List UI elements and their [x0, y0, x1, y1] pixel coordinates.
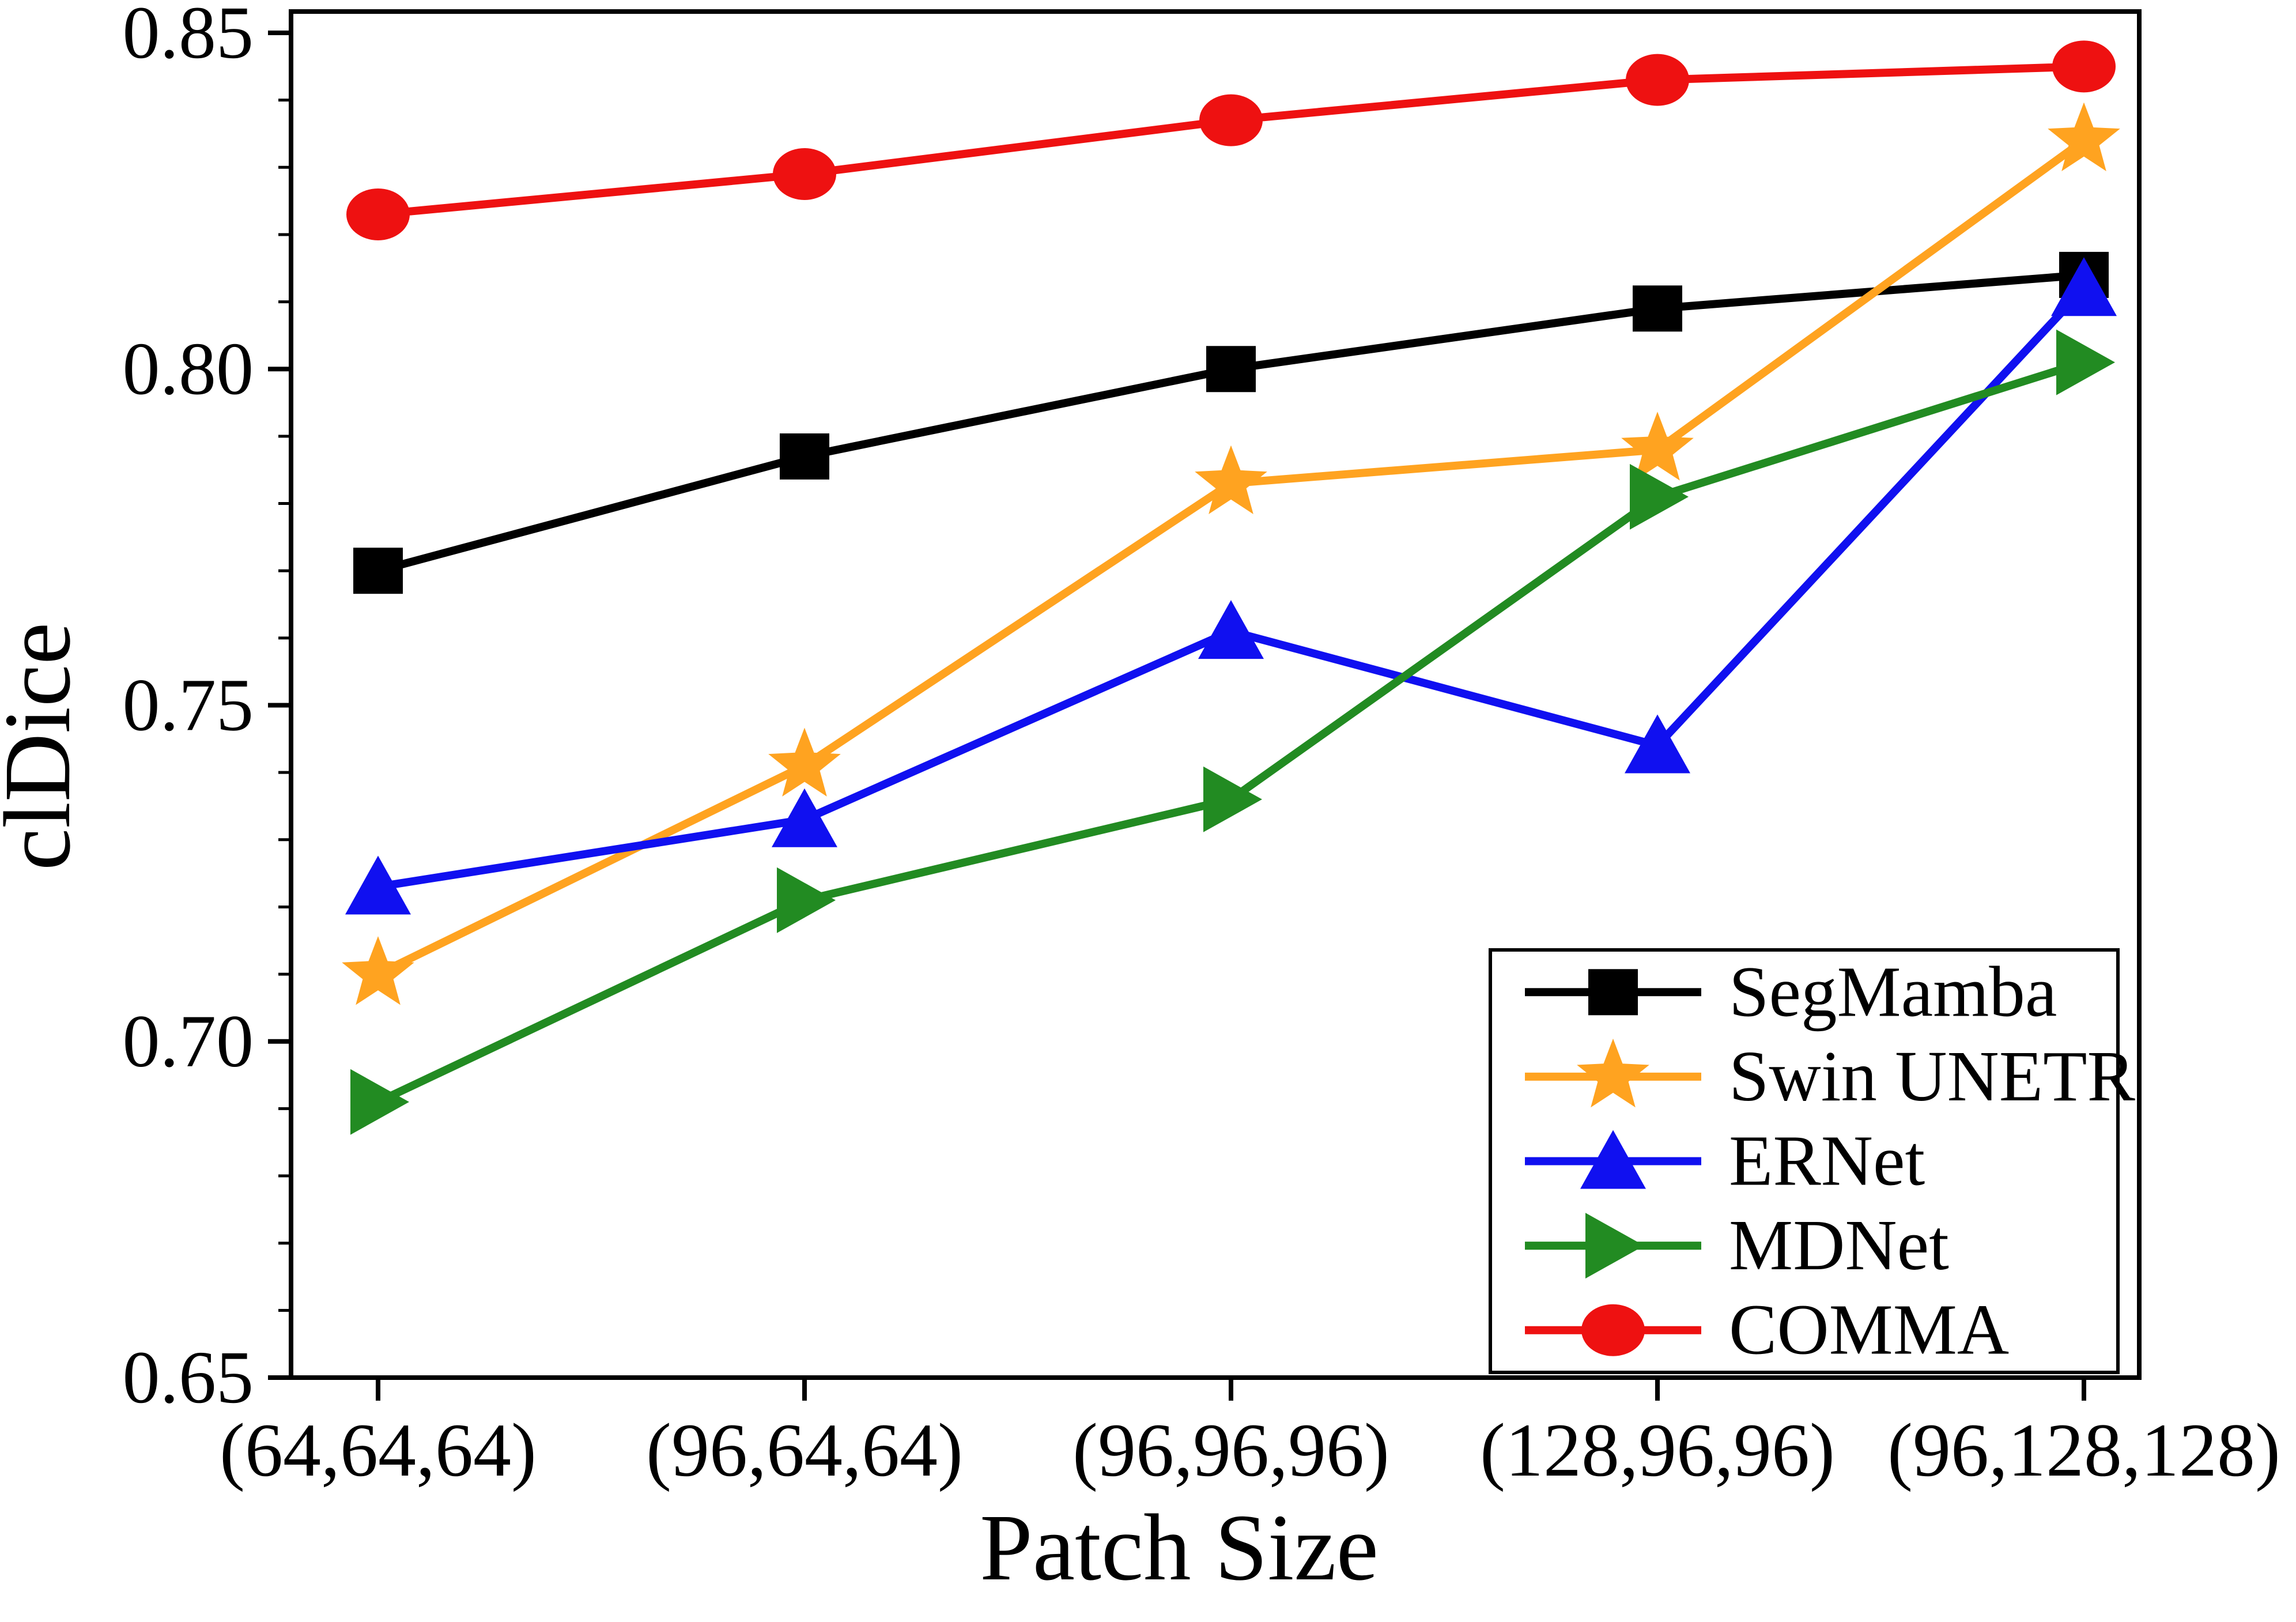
legend-label: SegMamba: [1729, 952, 2057, 1032]
y-tick-label: 0.70: [123, 1000, 254, 1083]
y-tick-label: 0.75: [123, 664, 254, 747]
marker-triangle-right: [1630, 463, 1689, 530]
marker-star: [768, 727, 841, 797]
marker-circle: [1199, 94, 1263, 146]
marker-star: [1195, 445, 1267, 514]
plot-border: [289, 9, 2142, 1380]
marker-triangle-up: [1625, 714, 1690, 774]
marker-triangle-right: [350, 1069, 409, 1135]
marker-circle: [1626, 54, 1689, 106]
y-tick-label: 0.85: [123, 0, 254, 74]
y-axis-title: clDice: [0, 623, 90, 871]
marker-square: [353, 548, 403, 594]
x-tick-label: (96,128,128): [1887, 1408, 2280, 1492]
marker-star: [1577, 1038, 1649, 1108]
marker-circle: [2052, 40, 2116, 93]
marker-star: [342, 936, 414, 1005]
legend-label: COMMA: [1729, 1291, 2009, 1370]
marker-triangle-right: [1585, 1213, 1644, 1279]
x-tick-label: (96,96,96): [1073, 1408, 1389, 1492]
marker-circle: [1581, 1304, 1645, 1356]
marker-square: [780, 433, 829, 480]
marker-triangle-right: [1203, 766, 1262, 832]
x-axis-title: Patch Size: [980, 1495, 1379, 1600]
marker-triangle-right: [2056, 329, 2115, 395]
marker-triangle-up: [2051, 257, 2117, 316]
marker-circle: [346, 188, 410, 240]
legend-label: MDNet: [1729, 1206, 1949, 1285]
marker-triangle-up: [345, 855, 411, 915]
marker-triangle-up: [772, 788, 837, 847]
y-tick-label: 0.65: [123, 1336, 254, 1419]
legend-label: ERNet: [1729, 1122, 1925, 1201]
y-tick-label: 0.80: [123, 327, 254, 410]
marker-triangle-up: [1580, 1130, 1646, 1189]
x-tick-label: (96,64,64): [646, 1408, 963, 1492]
marker-square: [1633, 285, 1682, 332]
marker-square: [1588, 969, 1638, 1016]
marker-triangle-right: [777, 867, 836, 933]
marker-star: [2048, 102, 2120, 171]
x-tick-label: (128,96,96): [1480, 1408, 1835, 1492]
marker-star: [1621, 412, 1694, 481]
legend-label: Swin UNETR: [1729, 1037, 2136, 1116]
marker-square: [1206, 346, 1256, 393]
marker-circle: [773, 148, 836, 200]
marker-triangle-up: [1198, 600, 1264, 659]
x-tick-label: (64,64,64): [220, 1408, 537, 1492]
